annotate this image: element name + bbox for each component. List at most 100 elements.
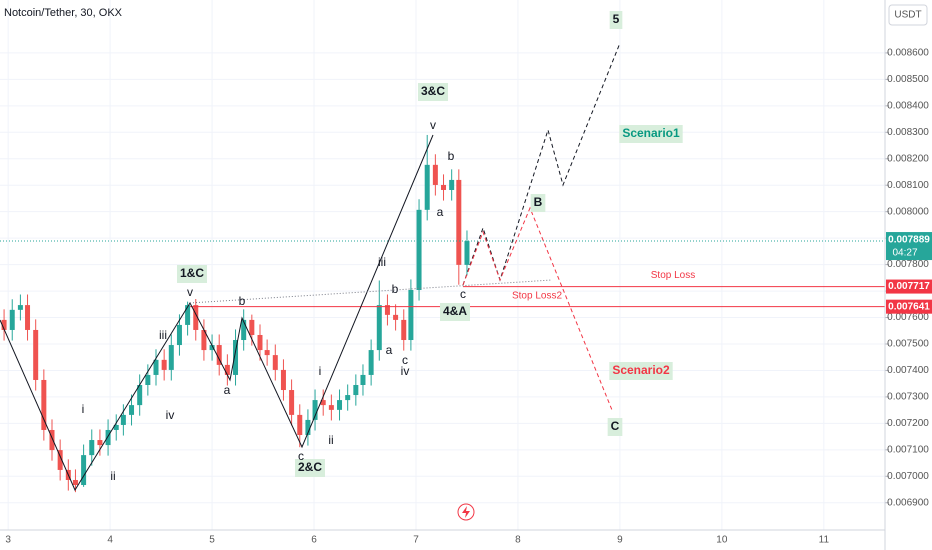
y-tick-label: 0.007200 bbox=[887, 418, 929, 429]
y-tick-label: 0.007500 bbox=[887, 339, 929, 350]
candle-body bbox=[337, 400, 343, 410]
wave-badge bbox=[176, 265, 208, 283]
candle-body bbox=[320, 400, 326, 406]
y-tick-label: 0.007100 bbox=[887, 444, 929, 455]
y-tick-label: 0.007600 bbox=[887, 312, 929, 323]
wave-badge-label: C bbox=[611, 419, 620, 433]
currency-box[interactable] bbox=[888, 4, 928, 26]
lightning-glyph bbox=[462, 506, 470, 518]
wave-line bbox=[0, 134, 434, 492]
candle-body bbox=[113, 424, 119, 430]
candle-body bbox=[464, 241, 470, 265]
wave-badge bbox=[607, 418, 623, 436]
x-tick-label: 3 bbox=[5, 535, 11, 546]
level-label: 0.007717 bbox=[888, 281, 930, 292]
wave-label: b bbox=[448, 149, 455, 163]
candle-body bbox=[424, 164, 430, 210]
scenario1-path bbox=[462, 42, 621, 286]
y-tick-label: 0.007000 bbox=[887, 471, 929, 482]
candle-body bbox=[416, 209, 422, 291]
candle-body bbox=[153, 359, 159, 375]
candle-body bbox=[81, 455, 87, 486]
candle-body bbox=[89, 440, 95, 456]
wave-badge bbox=[294, 459, 326, 477]
level-name: Stop Loss2 bbox=[512, 290, 562, 301]
candle-body bbox=[209, 345, 215, 351]
candle-body bbox=[193, 305, 199, 330]
y-tick-label: 0.008200 bbox=[887, 153, 929, 164]
last-price-label: 0.007889 bbox=[888, 235, 930, 246]
candle-body bbox=[97, 440, 103, 446]
wave-label: ii bbox=[110, 469, 115, 483]
wave-label: c bbox=[298, 449, 304, 463]
candle-body bbox=[241, 319, 247, 341]
candle-body bbox=[72, 479, 78, 486]
candle-body bbox=[353, 384, 359, 396]
candle-body bbox=[105, 429, 111, 446]
wave-badge bbox=[609, 362, 673, 380]
y-tick-label: 0.006900 bbox=[887, 497, 929, 508]
wave-badge-label: 2&C bbox=[298, 460, 322, 474]
x-tick-label: 11 bbox=[819, 535, 830, 546]
wave-label: a bbox=[437, 205, 444, 219]
y-tick-label: 0.008600 bbox=[887, 48, 929, 59]
candle-body bbox=[376, 305, 382, 351]
wave-label: iv bbox=[401, 364, 410, 378]
currency: USDT bbox=[894, 10, 921, 21]
x-tick-label: 7 bbox=[413, 535, 419, 546]
wave-label: a bbox=[386, 343, 393, 357]
wave-badge-label: Scenario2 bbox=[612, 363, 670, 377]
wave-badge bbox=[439, 303, 471, 321]
wave-badge-label: 4&A bbox=[443, 304, 467, 318]
y-tick-label: 0.008100 bbox=[887, 180, 929, 191]
x-tick-label: 5 bbox=[209, 535, 215, 546]
candle-body bbox=[216, 345, 222, 365]
candle-body bbox=[272, 355, 278, 370]
wave-label: b bbox=[239, 294, 246, 308]
wave-label: c bbox=[460, 287, 466, 301]
y-tick-label: 0.008000 bbox=[887, 206, 929, 217]
x-tick-label: 4 bbox=[107, 535, 113, 546]
candle-body bbox=[360, 374, 366, 385]
wave-label: c bbox=[402, 353, 408, 367]
candle-body bbox=[41, 379, 47, 430]
wave-label: a bbox=[224, 383, 231, 397]
wave-badge bbox=[417, 83, 449, 101]
drawings bbox=[0, 42, 621, 521]
y-tick-label: 0.007400 bbox=[887, 365, 929, 376]
candle-body bbox=[312, 400, 318, 420]
candles bbox=[0, 134, 885, 493]
candle-body bbox=[384, 305, 390, 315]
candle-body bbox=[33, 329, 39, 380]
candle-body bbox=[185, 305, 191, 325]
candle-body bbox=[456, 179, 462, 265]
level-name: Stop Loss bbox=[651, 270, 695, 281]
candle-body bbox=[264, 350, 270, 356]
wave-badge-label: 3&C bbox=[421, 84, 445, 98]
y-tick-label: 0.007800 bbox=[887, 259, 929, 270]
candle-body bbox=[280, 369, 286, 391]
annotations: Stop Loss Stop Loss2 5 3&C Scenario1 B 1&C 2&C 4… bbox=[82, 11, 695, 483]
wave-badge bbox=[619, 125, 683, 143]
wave-label: ii bbox=[328, 433, 333, 447]
candle-body bbox=[49, 429, 55, 451]
level-badge bbox=[886, 299, 932, 314]
wave-label: v bbox=[430, 118, 436, 132]
candle-body bbox=[176, 324, 182, 346]
candle-body bbox=[401, 319, 407, 341]
wave-badge-label: B bbox=[534, 195, 543, 209]
candle-body bbox=[25, 305, 31, 330]
wave-badge-label: 5 bbox=[613, 12, 620, 26]
scenario2-path bbox=[462, 206, 613, 411]
candle-body bbox=[441, 184, 447, 190]
wave-badge bbox=[609, 11, 623, 29]
wave-label: v bbox=[187, 285, 193, 299]
candle-body bbox=[1, 319, 7, 330]
candle-body bbox=[224, 364, 230, 375]
level-badge bbox=[886, 279, 932, 294]
y-tick-label: 0.008500 bbox=[887, 74, 929, 85]
chart-title: Notcoin/Tether, 30, OKX bbox=[4, 7, 123, 19]
candle-body bbox=[432, 164, 438, 185]
y-tick-label: 0.007300 bbox=[887, 392, 929, 403]
